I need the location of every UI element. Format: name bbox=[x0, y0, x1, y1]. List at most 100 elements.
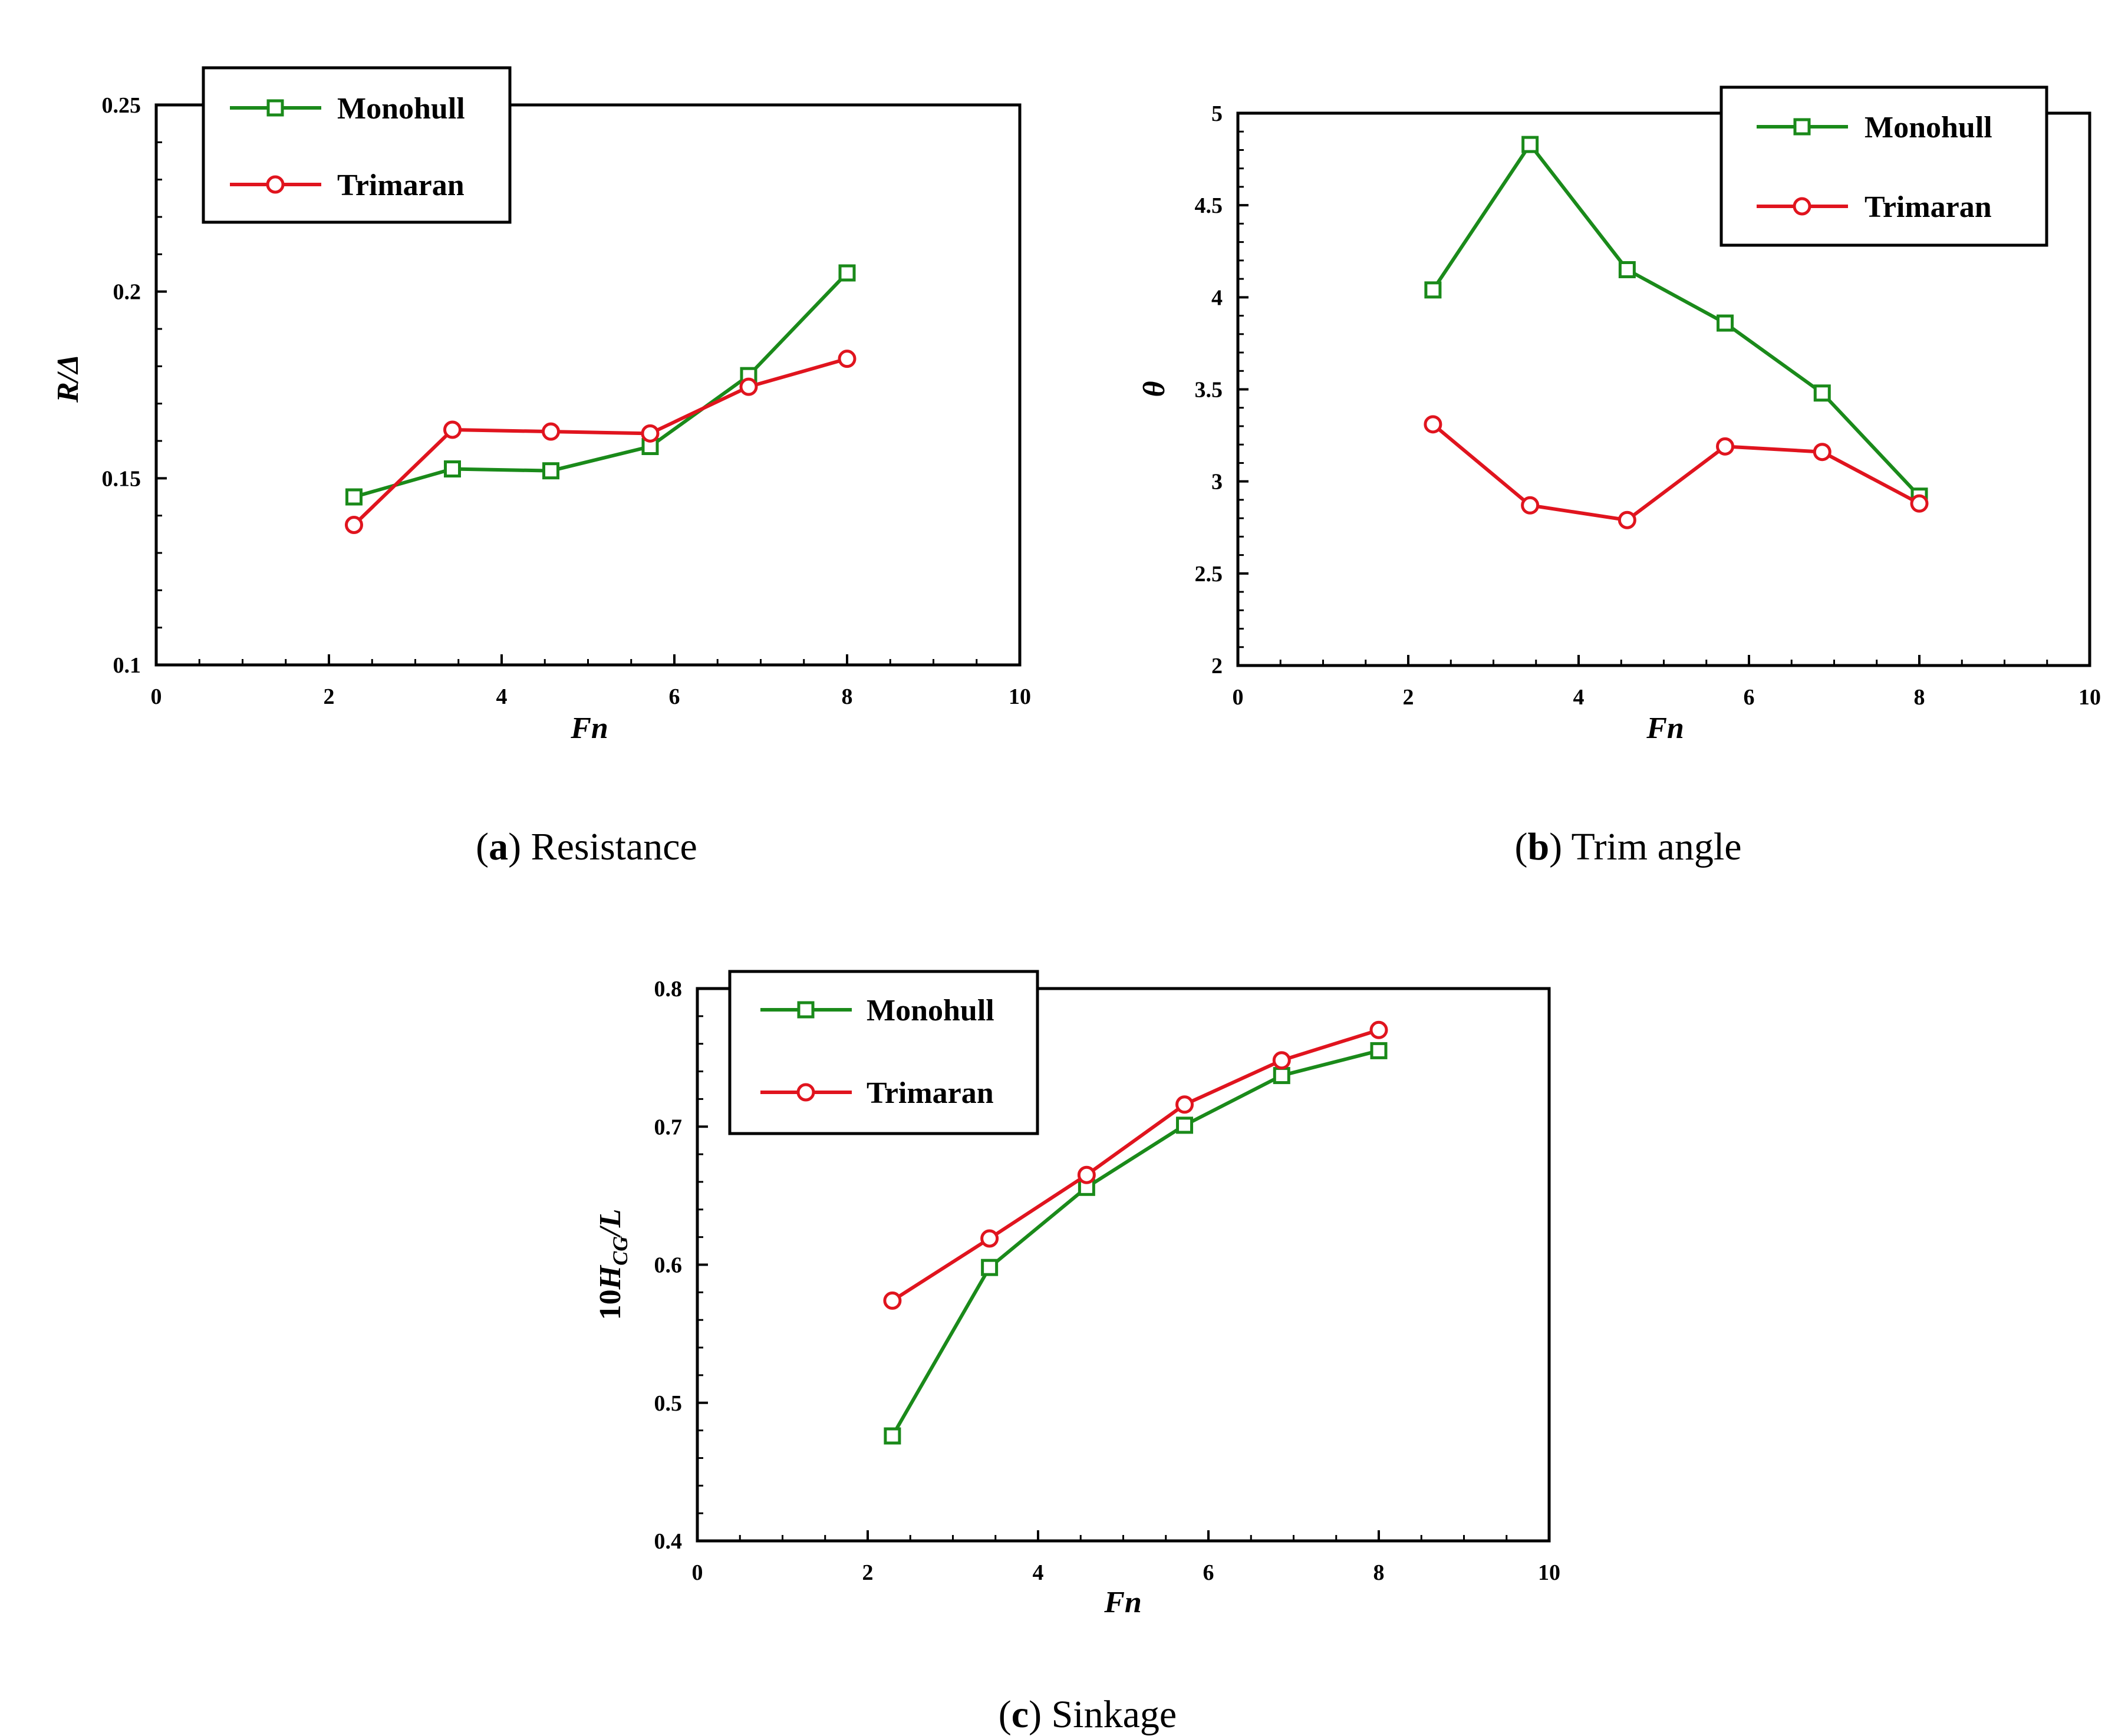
x-axis-title-b: Fn bbox=[1646, 711, 1684, 745]
x-tick-label: 0 bbox=[1233, 685, 1244, 710]
data-point-trimaran bbox=[739, 377, 758, 396]
x-tick-label: 4 bbox=[496, 684, 508, 709]
y-tick-label: 2 bbox=[1211, 654, 1223, 678]
data-point-trimaran bbox=[1716, 437, 1735, 456]
legend-marker-trimaran-a bbox=[266, 175, 285, 194]
data-point-monohull bbox=[1813, 384, 1831, 402]
y-tick-label: 0.7 bbox=[654, 1115, 683, 1139]
y-axis-title-c-main: H bbox=[594, 1264, 627, 1290]
y-tick-label: 3.5 bbox=[1195, 378, 1223, 403]
caption-letter-c: c bbox=[1012, 1693, 1029, 1736]
data-point-monohull bbox=[884, 1427, 901, 1445]
y-tick-label: 2.5 bbox=[1195, 562, 1223, 587]
data-point-trimaran bbox=[443, 420, 462, 439]
ticks-c: 0 2 4 6 8 10 0.4 0.5 0.6 0.7 0.8 bbox=[654, 977, 1561, 1585]
x-tick-label: 4 bbox=[1573, 685, 1585, 710]
data-point-trimaran bbox=[1910, 494, 1929, 513]
legend-box-b bbox=[1719, 85, 2048, 247]
y-axis-title-c: 10HCG/L bbox=[594, 1209, 632, 1320]
data-point-monohull bbox=[1273, 1067, 1290, 1085]
y-tick-label: 0.5 bbox=[654, 1391, 683, 1416]
series-line-trimaran bbox=[1431, 423, 1921, 522]
y-tick-label: 3 bbox=[1211, 470, 1223, 495]
caption-b: (b) Trim angle bbox=[1514, 825, 1741, 868]
x-tick-label: 2 bbox=[862, 1560, 874, 1585]
data-point-trimaran bbox=[1272, 1051, 1291, 1070]
series-c bbox=[883, 1020, 1388, 1445]
y-axis-title-a: R/Δ bbox=[51, 354, 85, 403]
x-tick-label: 8 bbox=[1373, 1560, 1385, 1585]
ticks-a: 0 2 4 6 8 10 0.1 0.15 0.2 0.25 bbox=[102, 93, 1032, 709]
data-point-trimaran bbox=[1813, 443, 1831, 462]
x-tick-label: 8 bbox=[1914, 685, 1925, 710]
data-point-trimaran bbox=[883, 1291, 902, 1310]
data-point-monohull bbox=[1370, 1042, 1388, 1059]
x-tick-label: 2 bbox=[1403, 685, 1414, 710]
y-tick-label: 0.15 bbox=[102, 466, 141, 491]
data-point-monohull bbox=[1176, 1116, 1194, 1134]
y-tick-label: 0.25 bbox=[102, 93, 141, 118]
y-axis-title-c-prefix: 10 bbox=[594, 1289, 627, 1320]
legend-label-monohull-b: Monohull bbox=[1865, 111, 1992, 144]
data-point-monohull bbox=[1424, 281, 1442, 299]
data-point-trimaran bbox=[1175, 1095, 1194, 1114]
x-tick-label: 4 bbox=[1033, 1560, 1044, 1585]
x-axis-title-c: Fn bbox=[1103, 1586, 1142, 1619]
x-tick-label: 8 bbox=[842, 684, 853, 709]
data-point-trimaran bbox=[641, 424, 660, 443]
data-point-trimaran bbox=[1369, 1020, 1388, 1039]
x-tick-label: 6 bbox=[1744, 685, 1755, 710]
caption-text-a: Resistance bbox=[531, 825, 697, 868]
legend-label-trimaran-a: Trimaran bbox=[337, 169, 465, 202]
y-tick-label: 0.4 bbox=[654, 1529, 683, 1554]
caption-c: (c) Sinkage bbox=[999, 1693, 1177, 1736]
y-tick-label: 5 bbox=[1211, 101, 1223, 126]
data-point-monohull bbox=[1618, 261, 1636, 278]
panel-c: 0 2 4 6 8 100.40.50.60.70.8 Fn 10HCG/L Monohu… bbox=[594, 970, 1561, 1736]
x-tick-label: 6 bbox=[1203, 1560, 1214, 1585]
caption-a: (a) Resistance bbox=[476, 825, 697, 868]
data-point-trimaran bbox=[542, 422, 561, 441]
legend-a: Monohull Trimaran bbox=[202, 66, 512, 224]
legend-box-c bbox=[728, 970, 1039, 1135]
data-point-monohull bbox=[542, 462, 560, 480]
legend-marker-monohull-b bbox=[1793, 118, 1811, 136]
series-b bbox=[1424, 136, 1929, 529]
legend-c: Monohull Trimaran bbox=[728, 970, 1039, 1135]
x-tick-label: 0 bbox=[692, 1560, 703, 1585]
data-point-trimaran bbox=[1521, 496, 1540, 515]
x-tick-label: 2 bbox=[324, 684, 335, 709]
legend-marker-trimaran-c bbox=[796, 1083, 815, 1102]
y-tick-label: 4.5 bbox=[1195, 193, 1223, 218]
y-tick-label: 0.1 bbox=[113, 653, 141, 678]
y-tick-label: 4 bbox=[1211, 285, 1223, 310]
data-point-trimaran bbox=[980, 1229, 999, 1248]
legend-box-a bbox=[202, 66, 512, 224]
x-axis-title-a: Fn bbox=[570, 711, 608, 745]
data-point-monohull bbox=[1717, 314, 1734, 332]
data-point-monohull bbox=[838, 264, 856, 282]
data-point-monohull bbox=[443, 460, 461, 477]
y-tick-label: 0.2 bbox=[113, 280, 141, 305]
x-tick-label: 0 bbox=[151, 684, 162, 709]
data-point-trimaran bbox=[344, 516, 363, 534]
legend-marker-monohull-c bbox=[797, 1001, 815, 1019]
legend-label-monohull-a: Monohull bbox=[337, 92, 465, 126]
legend-label-trimaran-b: Trimaran bbox=[1865, 190, 1992, 224]
panel-a: 0 2 4 6 8 10 0.1 0.15 0.2 0.25 Fn R/Δ Monohull Tr… bbox=[51, 66, 1032, 868]
caption-letter-b: b bbox=[1527, 825, 1549, 868]
x-tick-label: 10 bbox=[1538, 1560, 1560, 1585]
legend-b: Monohull Trimaran bbox=[1719, 85, 2048, 247]
legend-label-trimaran-c: Trimaran bbox=[867, 1076, 994, 1110]
legend-label-monohull-c: Monohull bbox=[867, 994, 994, 1027]
data-point-monohull bbox=[981, 1259, 999, 1276]
data-point-trimaran bbox=[1424, 415, 1442, 434]
x-tick-label: 10 bbox=[1009, 684, 1031, 709]
data-point-trimaran bbox=[838, 350, 857, 368]
caption-text-b: Trim angle bbox=[1571, 825, 1741, 868]
series-line-monohull bbox=[891, 1049, 1379, 1437]
x-tick-label: 10 bbox=[2078, 685, 2101, 710]
legend-marker-monohull-a bbox=[266, 99, 284, 117]
